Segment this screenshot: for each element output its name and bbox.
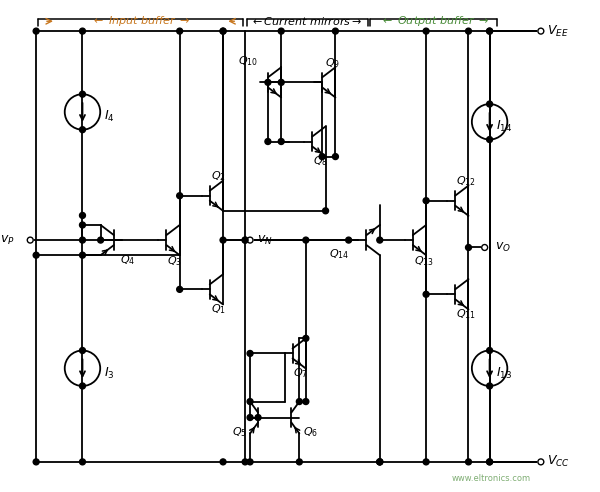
Circle shape xyxy=(466,245,472,250)
Circle shape xyxy=(346,237,352,243)
Circle shape xyxy=(220,28,226,34)
Text: $Q_3$: $Q_3$ xyxy=(167,254,182,268)
Circle shape xyxy=(80,91,85,97)
Text: $v_O$: $v_O$ xyxy=(494,241,511,254)
Circle shape xyxy=(242,459,248,465)
Text: $I_{14}$: $I_{14}$ xyxy=(496,119,512,134)
Circle shape xyxy=(247,350,253,356)
Circle shape xyxy=(466,28,472,34)
Circle shape xyxy=(265,79,271,85)
Circle shape xyxy=(33,28,39,34)
Circle shape xyxy=(247,237,253,243)
Circle shape xyxy=(538,459,544,465)
Circle shape xyxy=(487,459,493,465)
Circle shape xyxy=(482,245,488,250)
Circle shape xyxy=(247,459,253,465)
Circle shape xyxy=(80,222,85,228)
Circle shape xyxy=(242,237,248,243)
Circle shape xyxy=(487,383,493,389)
Circle shape xyxy=(242,237,248,243)
Text: $Q_{10}$: $Q_{10}$ xyxy=(238,54,259,68)
Circle shape xyxy=(319,154,325,159)
Text: $v_N$: $v_N$ xyxy=(257,234,272,246)
Circle shape xyxy=(423,198,429,204)
Circle shape xyxy=(377,459,383,465)
Circle shape xyxy=(27,237,33,243)
Circle shape xyxy=(377,459,383,465)
Text: $Q_{11}$: $Q_{11}$ xyxy=(456,307,476,321)
Circle shape xyxy=(303,237,309,243)
Text: $Q_1$: $Q_1$ xyxy=(211,302,226,316)
Circle shape xyxy=(80,237,85,243)
Circle shape xyxy=(487,459,493,465)
Circle shape xyxy=(332,28,338,34)
Circle shape xyxy=(296,399,302,404)
Text: $I_4$: $I_4$ xyxy=(104,109,115,124)
Circle shape xyxy=(177,286,182,292)
Text: $Q_9$: $Q_9$ xyxy=(325,56,340,70)
Text: $I_{13}$: $I_{13}$ xyxy=(496,366,512,381)
Text: $Q_{13}$: $Q_{13}$ xyxy=(413,254,434,268)
Text: $\leftarrow$ Output buffer $\rightarrow$: $\leftarrow$ Output buffer $\rightarrow$ xyxy=(380,14,489,28)
Text: $Q_8$: $Q_8$ xyxy=(313,154,328,168)
Circle shape xyxy=(423,459,429,465)
Circle shape xyxy=(487,137,493,143)
Circle shape xyxy=(278,79,284,85)
Circle shape xyxy=(323,208,329,214)
Circle shape xyxy=(487,28,493,34)
Circle shape xyxy=(423,291,429,297)
Circle shape xyxy=(247,415,253,421)
Circle shape xyxy=(80,459,85,465)
Text: $\leftarrow$Current mirrors$\rightarrow$: $\leftarrow$Current mirrors$\rightarrow$ xyxy=(250,15,363,27)
Circle shape xyxy=(220,28,226,34)
Circle shape xyxy=(80,383,85,389)
Circle shape xyxy=(303,336,309,341)
Circle shape xyxy=(423,28,429,34)
Circle shape xyxy=(255,415,261,421)
Circle shape xyxy=(538,28,544,34)
Circle shape xyxy=(80,127,85,133)
Circle shape xyxy=(220,237,226,243)
Circle shape xyxy=(33,252,39,258)
Circle shape xyxy=(80,252,85,258)
Circle shape xyxy=(80,213,85,218)
Circle shape xyxy=(278,139,284,145)
Circle shape xyxy=(265,139,271,145)
Circle shape xyxy=(377,459,383,465)
Text: $V_{EE}$: $V_{EE}$ xyxy=(547,24,568,39)
Text: $Q_6$: $Q_6$ xyxy=(303,425,319,438)
Circle shape xyxy=(33,459,39,465)
Circle shape xyxy=(303,399,309,404)
Text: $Q_4$: $Q_4$ xyxy=(120,253,135,267)
Circle shape xyxy=(332,154,338,159)
Circle shape xyxy=(220,459,226,465)
Circle shape xyxy=(177,28,182,34)
Text: $I_3$: $I_3$ xyxy=(104,366,115,381)
Text: $V_{CC}$: $V_{CC}$ xyxy=(547,454,569,469)
Circle shape xyxy=(487,347,493,353)
Text: $Q_5$: $Q_5$ xyxy=(232,425,247,438)
Circle shape xyxy=(80,28,85,34)
Circle shape xyxy=(177,193,182,199)
Text: $\leftarrow$ Input buffer $\rightarrow$: $\leftarrow$ Input buffer $\rightarrow$ xyxy=(91,14,190,28)
Circle shape xyxy=(278,28,284,34)
Circle shape xyxy=(487,28,493,34)
Circle shape xyxy=(296,459,302,465)
Circle shape xyxy=(98,237,104,243)
Text: $v_P$: $v_P$ xyxy=(0,234,14,246)
Circle shape xyxy=(487,101,493,107)
Circle shape xyxy=(377,237,383,243)
Text: $Q_7$: $Q_7$ xyxy=(293,366,308,380)
Text: www.eltronics.com: www.eltronics.com xyxy=(452,474,531,483)
Circle shape xyxy=(466,459,472,465)
Circle shape xyxy=(247,399,253,404)
Text: $Q_{12}$: $Q_{12}$ xyxy=(456,174,476,188)
Text: $Q_{14}$: $Q_{14}$ xyxy=(329,247,349,261)
Text: $Q_2$: $Q_2$ xyxy=(211,169,226,183)
Circle shape xyxy=(80,347,85,353)
